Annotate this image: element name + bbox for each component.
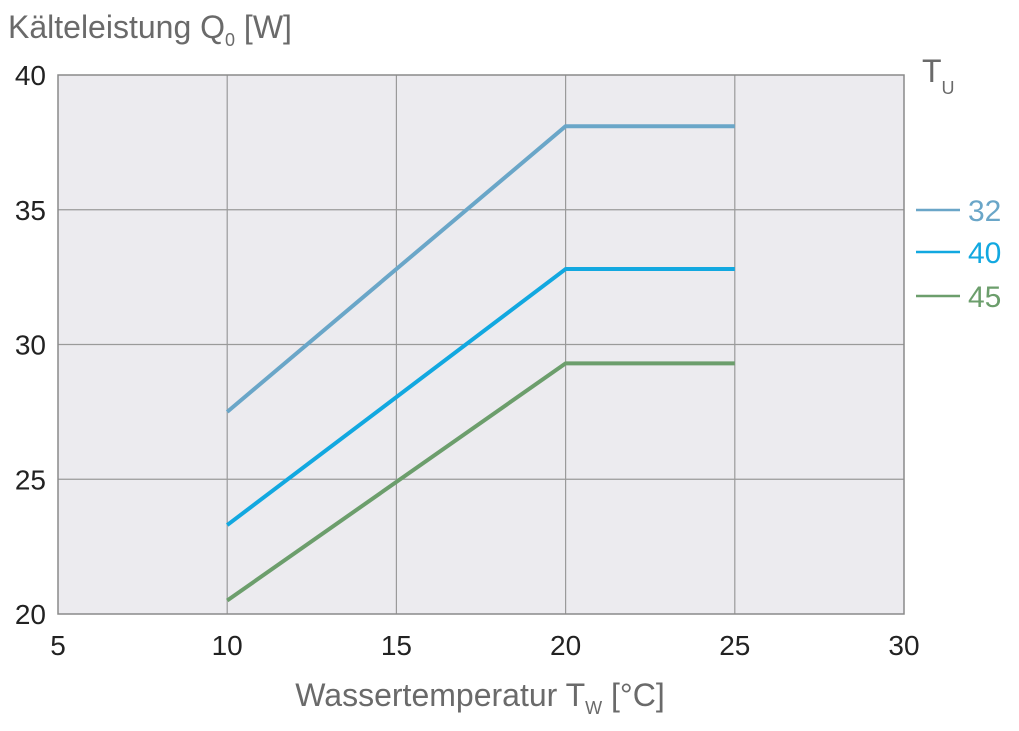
y-tick-label: 35: [15, 195, 46, 226]
y-axis-title-unit: [W]: [235, 9, 292, 45]
y-axis-title: Kälteleistung Q0 [W]: [8, 9, 292, 50]
y-tick-label: 20: [15, 599, 46, 630]
x-axis-title: Wassertemperatur TW [°C]: [295, 677, 664, 718]
x-tick-label: 15: [381, 630, 412, 661]
series-line-40: [225, 267, 735, 527]
legend-title-sub: U: [942, 78, 955, 98]
legend: TU 32 40 45: [916, 53, 1001, 314]
series-layer: [225, 124, 735, 603]
legend-label-40: 40: [968, 237, 1001, 270]
x-axis-title-sub: W: [585, 698, 602, 718]
y-tick-label: 30: [15, 330, 46, 361]
legend-label-45: 45: [968, 281, 1001, 314]
y-tick-label: 40: [15, 60, 46, 91]
x-tick-label: 5: [50, 630, 66, 661]
y-tick-labels: 20 25 30 35 40: [15, 60, 46, 630]
legend-items: 32 40 45: [916, 195, 1001, 314]
y-axis-title-sub: 0: [225, 30, 235, 50]
legend-title: TU: [922, 53, 955, 98]
y-tick-label: 25: [15, 464, 46, 495]
grid: [58, 75, 904, 614]
x-tick-labels: 5 10 15 20 25 30: [50, 630, 919, 661]
x-axis-title-main: Wassertemperatur T: [295, 677, 585, 713]
series-line-45: [226, 361, 735, 603]
x-tick-label: 30: [888, 630, 919, 661]
x-axis-title-unit: [°C]: [602, 677, 665, 713]
y-axis-title-main: Kälteleistung Q: [8, 9, 225, 45]
x-tick-label: 10: [212, 630, 243, 661]
x-tick-label: 20: [550, 630, 581, 661]
plot-frame: [57, 74, 905, 615]
plot-area: [57, 74, 905, 615]
legend-title-main: T: [922, 53, 942, 89]
series-line-32: [225, 124, 735, 414]
x-tick-label: 25: [719, 630, 750, 661]
legend-label-32: 32: [968, 195, 1001, 228]
